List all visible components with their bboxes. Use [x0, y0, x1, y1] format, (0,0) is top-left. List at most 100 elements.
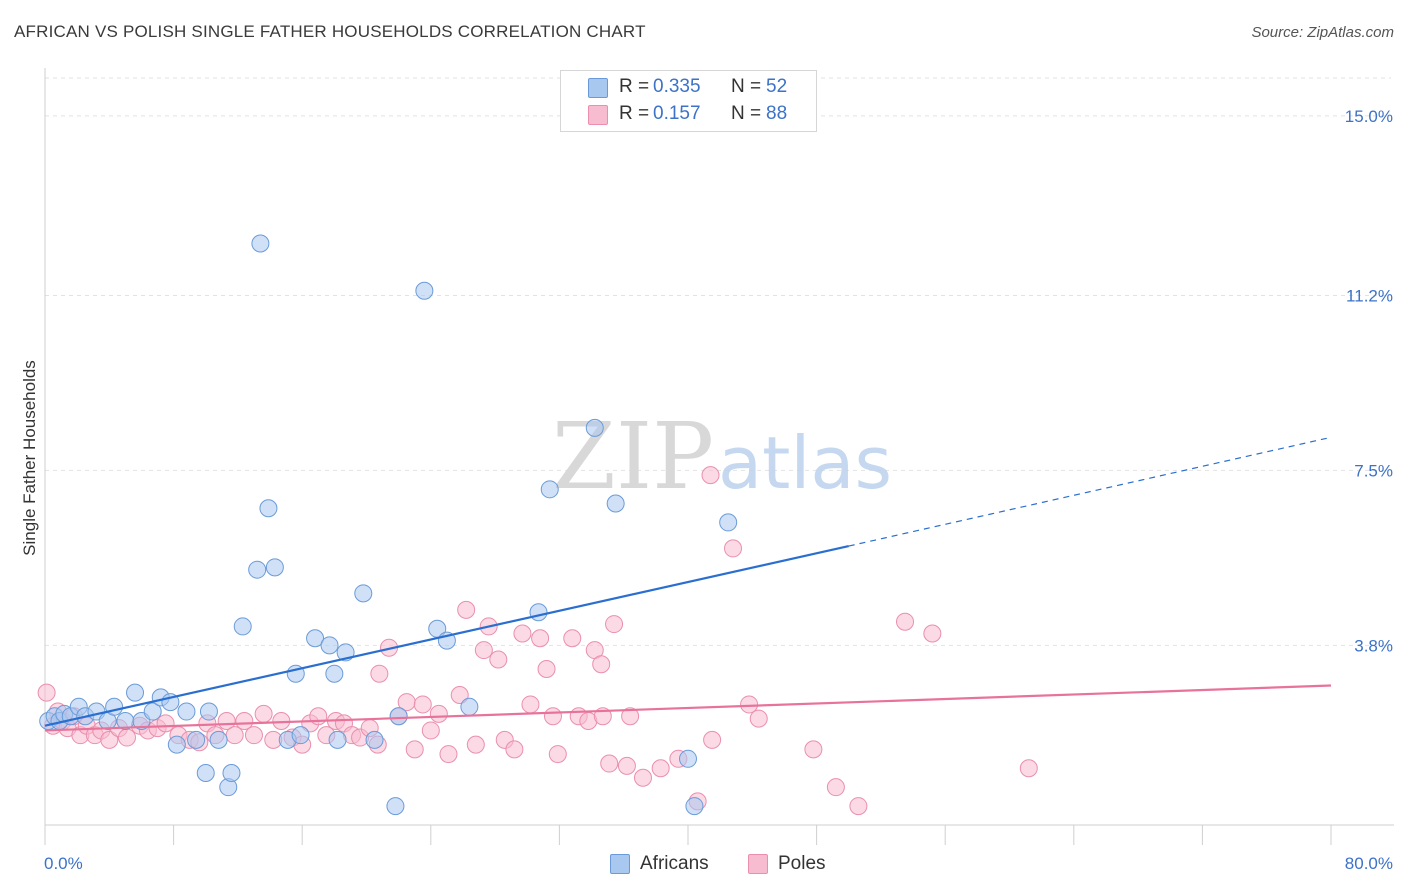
- poles-point: [633, 768, 652, 787]
- trend-lines: [44, 436, 1332, 732]
- poles-r-label: R =: [619, 103, 650, 124]
- poles-n-value: 88: [766, 103, 788, 124]
- africans-legend-swatch: [610, 854, 630, 874]
- africans-point: [328, 730, 347, 749]
- africans-point: [389, 707, 408, 726]
- africans-legend-label: Africans: [640, 853, 709, 874]
- africans-point: [320, 636, 339, 655]
- africans-point: [259, 499, 278, 518]
- poles-point: [651, 759, 670, 778]
- africans-point: [719, 513, 738, 532]
- chart-title: AFRICAN VS POLISH SINGLE FATHER HOUSEHOL…: [14, 22, 646, 41]
- poles-point: [896, 612, 915, 631]
- poles-point: [521, 695, 540, 714]
- series-legend: Africans Poles: [0, 852, 1406, 876]
- poles-point: [100, 730, 119, 749]
- africans-point: [679, 749, 697, 768]
- poles-point: [413, 695, 432, 714]
- africans-point: [126, 683, 145, 702]
- poles-point: [804, 740, 823, 759]
- grid-lines: [45, 77, 1391, 646]
- poles-point: [563, 629, 582, 648]
- poles-point: [923, 624, 942, 643]
- x-tick-label: 0.0%: [44, 854, 83, 873]
- watermark: ZIP atlas: [552, 403, 892, 510]
- poles-point: [513, 624, 532, 643]
- africans-n-value: 52: [766, 76, 788, 97]
- poles-point: [703, 730, 722, 749]
- africans-series: [39, 234, 738, 816]
- poles-point: [617, 756, 636, 775]
- poles-point: [429, 704, 448, 723]
- y-tick-label: 3.8%: [1354, 636, 1393, 655]
- africans-point: [199, 702, 218, 721]
- africans-point: [209, 730, 228, 749]
- poles-point: [1019, 759, 1038, 778]
- poles-point: [740, 695, 759, 714]
- africans-point: [540, 480, 559, 499]
- poles-point: [466, 735, 485, 754]
- poles-legend-label: Poles: [778, 853, 826, 874]
- africans-point: [386, 797, 405, 816]
- poles-series: [37, 466, 1038, 816]
- africans-point: [187, 730, 206, 749]
- poles-point: [531, 629, 550, 648]
- x-tick-label: 80.0%: [1345, 854, 1393, 873]
- poles-point: [592, 655, 611, 674]
- poles-legend-swatch: [748, 854, 768, 874]
- africans-point: [291, 726, 310, 745]
- africans-r-label: R =: [619, 76, 650, 97]
- poles-point: [600, 754, 619, 773]
- poles-point: [254, 704, 273, 723]
- poles-point: [457, 600, 476, 619]
- africans-n-label: N =: [731, 76, 762, 97]
- africans-point: [143, 702, 162, 721]
- poles-point: [489, 650, 508, 669]
- africans-point: [222, 763, 241, 782]
- africans-point: [460, 697, 479, 716]
- africans-r-value: 0.335: [653, 76, 701, 97]
- legend-row-poles: R = 0.157 N = 88: [561, 102, 816, 126]
- poles-trend-line: [44, 684, 1332, 732]
- y-tick-label: 15.0%: [1345, 107, 1393, 126]
- poles-point: [724, 539, 743, 558]
- poles-n-label: N =: [731, 103, 762, 124]
- poles-point: [156, 714, 175, 733]
- africans-trend-extension: [848, 436, 1332, 547]
- poles-swatch: [588, 105, 608, 125]
- poles-point: [543, 707, 562, 726]
- poles-point: [537, 659, 556, 678]
- poles-point: [309, 707, 328, 726]
- africans-point: [606, 494, 625, 513]
- africans-point: [105, 697, 124, 716]
- poles-point: [225, 726, 244, 745]
- poles-point: [605, 615, 624, 634]
- poles-point: [450, 685, 469, 704]
- africans-trend-line: [44, 544, 849, 727]
- tick-labels: 3.8% 7.5% 11.2% 15.0% 0.0% 80.0%: [44, 107, 1393, 873]
- africans-point: [415, 281, 434, 300]
- africans-point: [233, 617, 252, 636]
- poles-point: [749, 709, 768, 728]
- y-tick-label: 11.2%: [1346, 286, 1393, 305]
- africans-point: [354, 584, 373, 603]
- africans-point: [306, 629, 325, 648]
- poles-point: [244, 726, 263, 745]
- poles-point: [505, 740, 524, 759]
- poles-r-value: 0.157: [653, 103, 701, 124]
- africans-swatch: [588, 78, 608, 98]
- y-tick-label: 7.5%: [1354, 461, 1393, 480]
- poles-point: [849, 797, 868, 816]
- poles-point: [117, 728, 136, 747]
- africans-point: [685, 797, 704, 816]
- africans-point: [325, 664, 344, 683]
- source-label: Source: ZipAtlas.com: [1251, 24, 1394, 41]
- africans-point: [196, 763, 215, 782]
- africans-point: [585, 418, 604, 437]
- poles-point: [37, 683, 56, 702]
- poles-point: [421, 721, 440, 740]
- poles-point: [826, 778, 845, 797]
- africans-point: [177, 702, 196, 721]
- poles-point: [548, 745, 567, 764]
